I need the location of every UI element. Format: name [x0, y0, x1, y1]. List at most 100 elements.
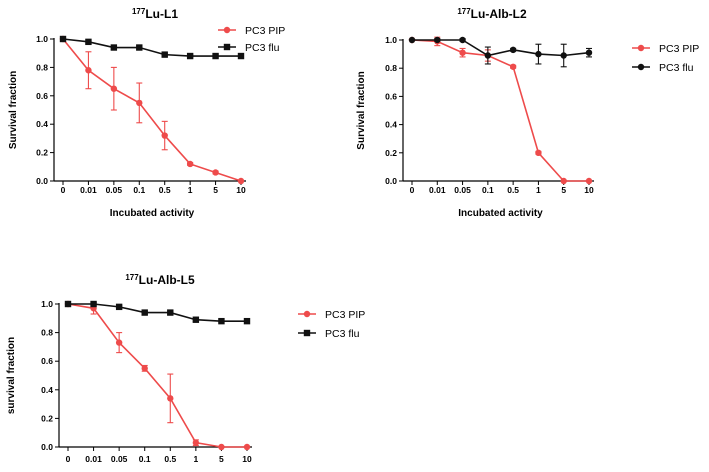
chart-2: 177Lu-Alb-L2 0.0 0.2 0.4 0.6 0.8 1.0 0 0.01 0.05 0…	[356, 7, 699, 219]
data-point	[186, 52, 194, 60]
y-tick-label: 0.6	[385, 91, 397, 101]
data-point	[585, 49, 593, 56]
chart-title-superscript: 177	[457, 7, 471, 16]
data-point	[141, 365, 148, 372]
y-tick-label: 0.2	[36, 148, 48, 158]
data-point	[434, 36, 441, 44]
data-point	[243, 317, 251, 325]
series-line	[62, 38, 241, 57]
series-pc3-flu	[59, 35, 245, 60]
chart-3: 177Lu-Alb-L5 0.0 0.2 0.4 0.6 0.8 1.0 0 0.01 0.05 0…	[6, 273, 365, 464]
data-point	[237, 52, 245, 60]
x-tick-label: 0.05	[454, 185, 471, 195]
legend-label: PC3 PIP	[325, 309, 365, 321]
x-tick-label: 0	[410, 185, 415, 195]
data-point	[85, 67, 92, 74]
x-axis-label: Incubated activity	[110, 208, 195, 219]
x-tick-label: 10	[242, 454, 252, 464]
y-tick-label: 0.8	[36, 62, 48, 72]
x-tick-label: 0.01	[80, 185, 97, 195]
data-point	[141, 309, 148, 316]
data-point	[535, 50, 542, 58]
y-axis-label: Survival fraction	[8, 71, 19, 149]
y-tick-label: 0.8	[385, 63, 397, 73]
y-tick-label: 1.0	[36, 34, 48, 44]
y-axis-label: Survival fraction	[356, 71, 367, 149]
y-tick-label: 0.6	[36, 91, 48, 101]
x-tick-label: 0.5	[507, 185, 519, 195]
x-tick-label: 5	[219, 454, 224, 464]
data-point	[585, 177, 593, 185]
chart-title-main: Lu-Alb-L2	[471, 7, 527, 21]
legend-entry: PC3 PIP	[632, 43, 699, 55]
series-line	[411, 39, 589, 182]
data-point	[509, 46, 517, 54]
data-point	[192, 439, 200, 446]
x-tick-label: 0.01	[85, 454, 102, 464]
data-point	[161, 51, 168, 58]
y-tick-label: 0.6	[41, 356, 53, 366]
x-tick-label: 0.1	[482, 185, 494, 195]
data-point	[243, 443, 251, 451]
y-tick-label: 0.2	[41, 413, 53, 423]
data-point	[192, 316, 200, 323]
chart-title: 177Lu-L1	[132, 7, 178, 21]
chart-1: 177Lu-L1 0.0 0.2 0.4 0.6 0.8 1.0 0 0.01 0.05 0.1 0.…	[8, 7, 285, 219]
series-line	[62, 38, 242, 182]
data-point	[110, 85, 118, 92]
x-tick-label: 1	[188, 185, 193, 195]
x-tick-label: 0	[61, 185, 66, 195]
data-point	[90, 300, 97, 308]
legend-label: PC3 PIP	[245, 25, 285, 37]
series-pc3-pip	[408, 36, 593, 185]
data-point	[136, 99, 143, 107]
data-point	[59, 35, 67, 43]
data-point	[459, 36, 466, 44]
data-point	[237, 177, 245, 185]
legend-marker	[303, 329, 311, 337]
chart-title-superscript: 177	[125, 273, 139, 282]
series-line	[67, 303, 247, 448]
y-tick-label: 0.4	[41, 385, 53, 395]
legend-marker	[223, 43, 231, 51]
y-tick-label: 0.0	[36, 176, 48, 186]
x-tick-label: 5	[561, 185, 566, 195]
series-pc3-pip	[59, 35, 245, 185]
x-tick-label: 0.5	[164, 454, 176, 464]
legend-marker	[637, 44, 645, 52]
legend-label: PC3 PIP	[659, 43, 699, 55]
data-point	[560, 52, 567, 59]
data-point	[218, 317, 225, 325]
y-tick-label: 0.4	[385, 120, 397, 130]
x-tick-label: 0.05	[106, 185, 123, 195]
legend-marker	[223, 26, 231, 34]
x-tick-label: 1	[536, 185, 541, 195]
y-tick-label: 0.0	[41, 442, 53, 452]
data-point	[535, 149, 542, 156]
data-point	[115, 303, 123, 311]
data-point	[459, 49, 466, 56]
legend-entry: PC3 PIP	[218, 25, 285, 37]
y-tick-label: 0.0	[385, 176, 397, 186]
x-tick-label: 0.5	[159, 185, 171, 195]
chart-title-main: Lu-L1	[145, 7, 178, 21]
x-tick-label: 0	[66, 454, 71, 464]
data-point	[218, 443, 225, 451]
legend-entry: PC3 flu	[298, 328, 360, 340]
data-point	[484, 52, 492, 59]
legend-marker	[637, 63, 645, 71]
series-pc3-flu	[408, 36, 593, 68]
data-point	[110, 44, 118, 51]
x-tick-label: 0.1	[139, 454, 151, 464]
data-point	[212, 169, 219, 176]
x-tick-label: 0.1	[133, 185, 145, 195]
x-tick-label: 0.05	[111, 454, 128, 464]
x-tick-label: 10	[236, 185, 246, 195]
data-point	[212, 52, 219, 60]
legend-label: PC3 flu	[325, 328, 360, 340]
data-point	[167, 395, 174, 402]
x-tick-label: 1	[193, 454, 198, 464]
data-point	[85, 38, 92, 46]
legend-entry: PC3 flu	[632, 62, 694, 74]
